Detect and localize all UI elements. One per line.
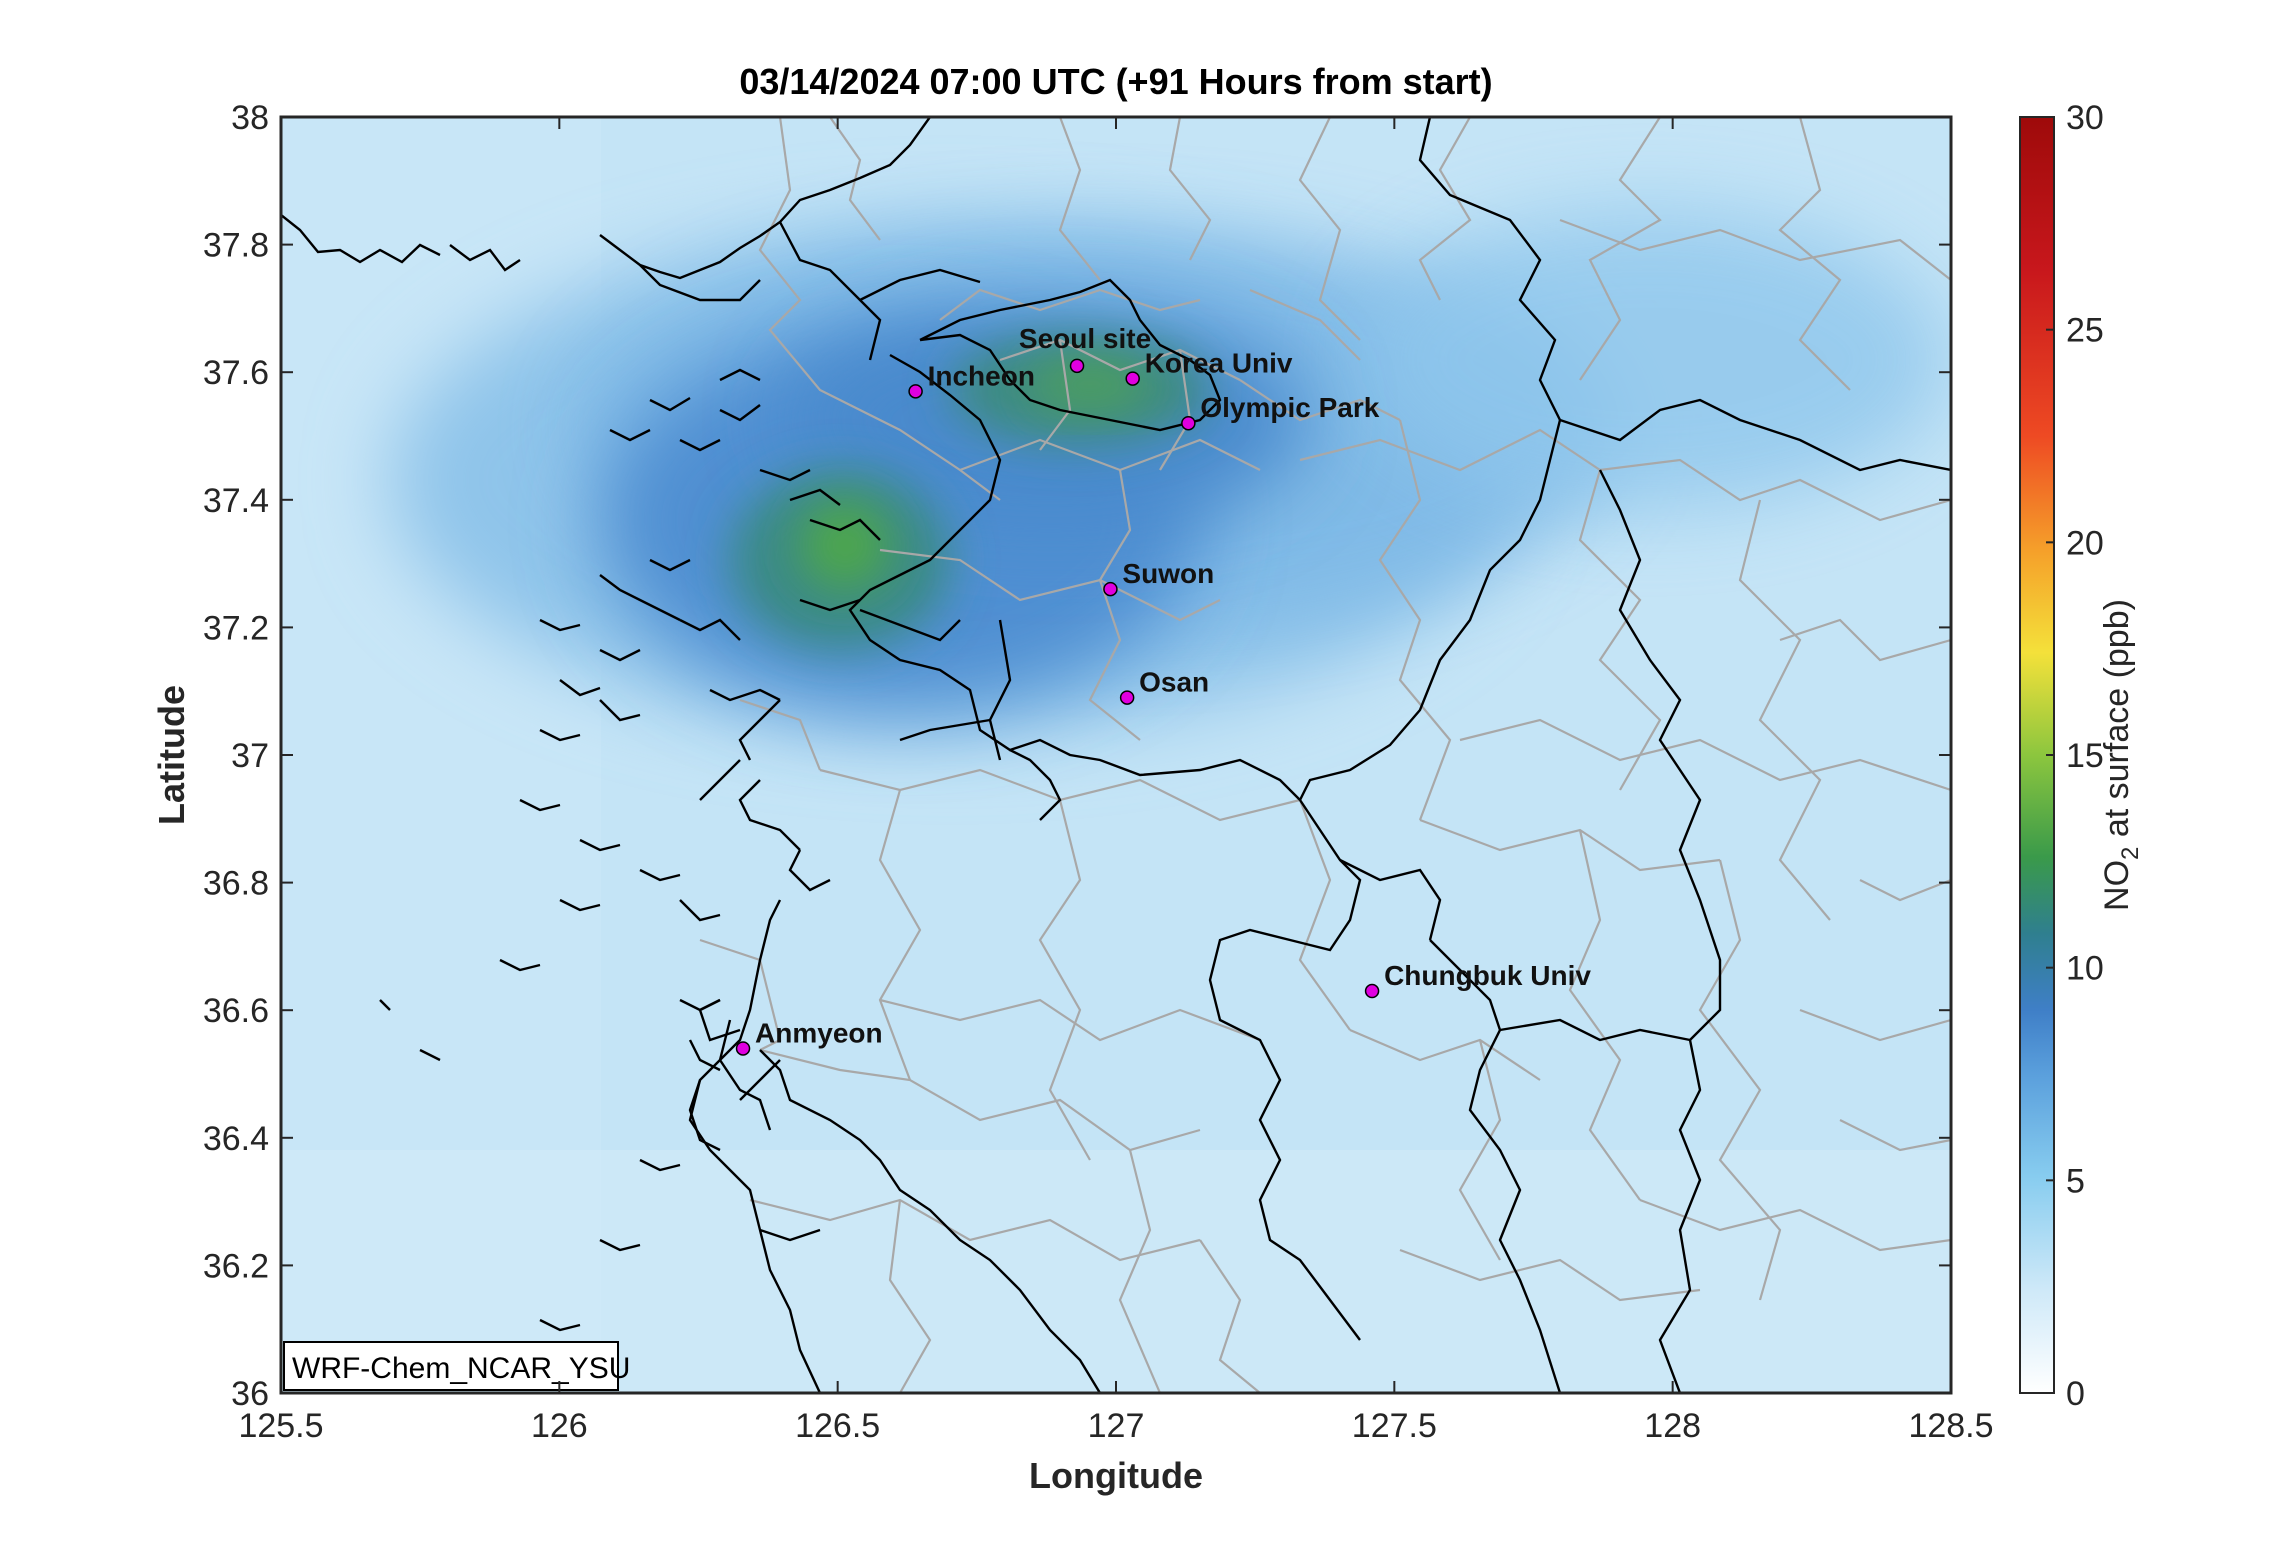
- y-tick-label: 36.2: [203, 1247, 269, 1285]
- model-tag-box: WRF-Chem_NCAR_YSU: [283, 1341, 630, 1391]
- y-tick-label: 36.4: [203, 1120, 269, 1158]
- model-tag-background: [283, 1341, 619, 1391]
- chart-title: 03/14/2024 07:00 UTC (+91 Hours from sta…: [739, 61, 1492, 102]
- colorbar-tick-label: 20: [2066, 524, 2104, 562]
- site-marker: [1125, 371, 1140, 386]
- site-marker: [1119, 690, 1135, 705]
- coastline: [281, 117, 1951, 1393]
- x-tick-label: 126.5: [795, 1407, 880, 1445]
- site-label: Olympic Park: [1200, 392, 1379, 423]
- site-label: Korea Univ: [1145, 348, 1293, 379]
- colorbar-label: NO2 at surface (ppb): [2098, 599, 2144, 911]
- y-tick-label: 38: [231, 99, 269, 137]
- site-marker: [1181, 415, 1196, 431]
- site-label: Anmyeon: [755, 1017, 883, 1048]
- site-marker: [1069, 358, 1085, 374]
- y-axis-ticks: 38 37.8 37.6 37.4 37.2 37 36.8 36.6 36.4 36.2 36: [203, 99, 1951, 1413]
- y-tick-label: 37.2: [203, 609, 269, 647]
- site-marker: [1103, 581, 1118, 597]
- x-tick-label: 125.5: [238, 1407, 323, 1445]
- site-marker: [735, 1041, 751, 1056]
- site-label: Chungbuk Univ: [1384, 960, 1591, 991]
- colorbar-tick-label: 10: [2066, 950, 2104, 988]
- colorbar-tick-label: 15: [2066, 737, 2104, 775]
- colorbar-tick-label: 30: [2066, 99, 2104, 137]
- site-label: Seoul site: [1019, 323, 1151, 354]
- colorbar-tick-label: 5: [2066, 1162, 2085, 1200]
- y-tick-label: 37.4: [203, 482, 269, 520]
- x-tick-label: 127: [1088, 1407, 1145, 1445]
- site-label: Incheon: [928, 360, 1035, 391]
- colorbar-tick-label: 0: [2066, 1375, 2085, 1413]
- site-label: Suwon: [1122, 558, 1214, 589]
- y-tick-label: 37.6: [203, 354, 269, 392]
- colorbar-tick-label: 25: [2066, 312, 2104, 350]
- y-tick-label: 37: [231, 737, 269, 775]
- x-axis-ticks: 125.5 126 126.5 127 127.5 128 128.5: [238, 117, 1994, 1445]
- site-marker: [908, 384, 923, 399]
- x-tick-label: 127.5: [1352, 1407, 1437, 1445]
- model-tag: WRF-Chem_NCAR_YSU: [292, 1352, 630, 1385]
- y-axis-label: Latitude: [151, 685, 192, 825]
- y-tick-label: 36.6: [203, 992, 269, 1030]
- colorbar: 30 25 20 15 10 5 0 NO2 at surface (ppb): [2019, 99, 2144, 1413]
- site-label: Osan: [1139, 667, 1209, 698]
- y-tick-label: 36.8: [203, 865, 269, 903]
- colorbar-ticks: 30 25 20 15 10 5 0: [2046, 99, 2104, 1413]
- x-axis-label: Longitude: [1029, 1455, 1203, 1496]
- x-tick-label: 128: [1644, 1407, 1701, 1445]
- site-marker: [1364, 983, 1380, 999]
- y-tick-label: 37.8: [203, 227, 269, 265]
- x-tick-label: 126: [531, 1407, 588, 1445]
- no2-field: [281, 117, 1951, 1393]
- y-tick-label: 36: [231, 1375, 269, 1413]
- x-tick-label: 128.5: [1908, 1407, 1993, 1445]
